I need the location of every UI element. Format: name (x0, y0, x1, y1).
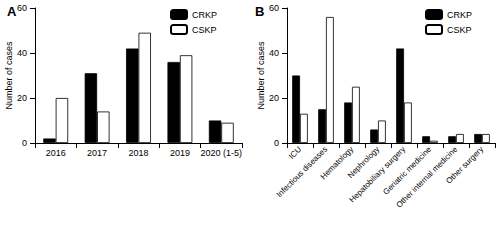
svg-text:CSKP: CSKP (192, 25, 217, 35)
svg-text:ICU: ICU (287, 145, 303, 161)
svg-text:A: A (7, 4, 17, 19)
svg-text:CSKP: CSKP (447, 25, 472, 35)
svg-text:Hepatobiliary surgery: Hepatobiliary surgery (347, 144, 408, 205)
svg-text:2020 (1-5): 2020 (1-5) (201, 148, 243, 158)
svg-text:0: 0 (22, 138, 27, 148)
svg-text:60: 60 (17, 3, 27, 13)
svg-text:Geriatric medicine: Geriatric medicine (381, 144, 434, 197)
svg-text:40: 40 (17, 48, 27, 58)
svg-text:2017: 2017 (87, 148, 107, 158)
svg-text:Number of cases: Number of cases (256, 41, 266, 110)
svg-text:40: 40 (269, 48, 279, 58)
svg-text:Nephrology: Nephrology (345, 144, 382, 181)
svg-text:0: 0 (274, 138, 279, 148)
svg-text:Other surgery: Other surgery (444, 145, 485, 186)
svg-text:20: 20 (269, 93, 279, 103)
svg-text:2019: 2019 (170, 148, 190, 158)
svg-text:B: B (255, 4, 264, 19)
svg-text:Hematology: Hematology (318, 144, 356, 182)
svg-text:2018: 2018 (128, 148, 148, 158)
svg-text:2016: 2016 (46, 148, 66, 158)
svg-text:60: 60 (269, 3, 279, 13)
svg-text:CRKP: CRKP (192, 10, 217, 20)
svg-text:CRKP: CRKP (447, 10, 472, 20)
svg-text:Number of cases: Number of cases (4, 41, 14, 110)
svg-text:20: 20 (17, 93, 27, 103)
svg-text:Other internal medicine: Other internal medicine (394, 144, 460, 210)
svg-text:Infectious diseases: Infectious diseases (274, 144, 330, 200)
